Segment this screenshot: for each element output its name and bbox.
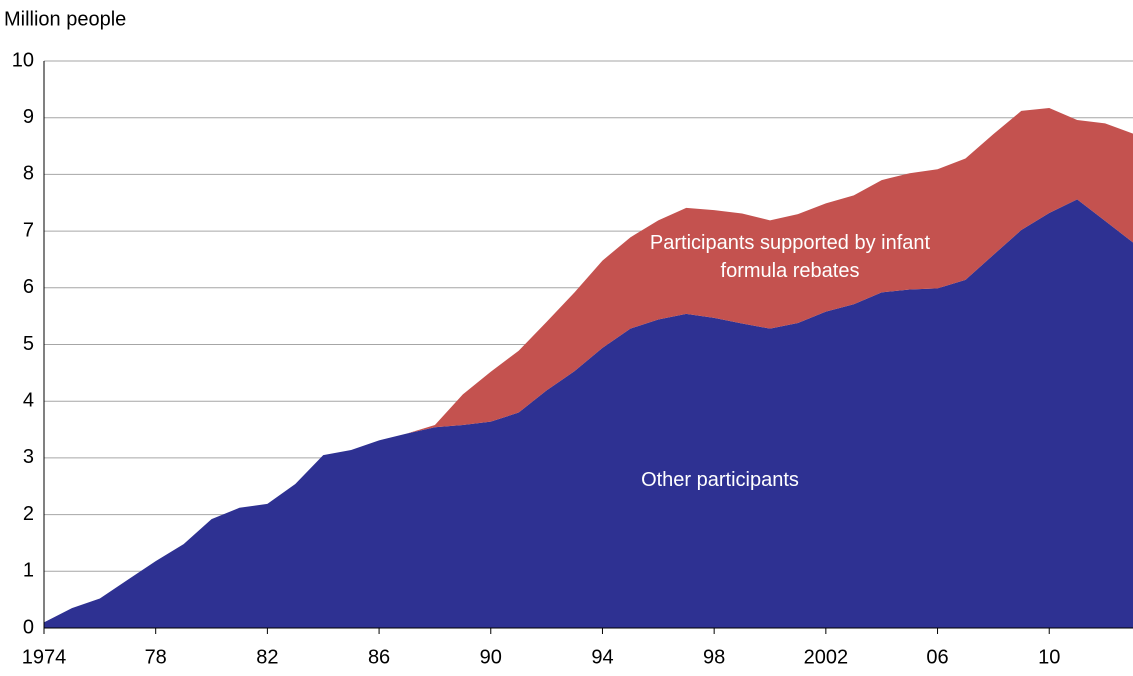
y-axis-label: Million people [4,8,126,30]
x-tick-label: 10 [1038,646,1060,668]
area [44,108,1133,623]
y-tick-label: 3 [23,446,34,468]
y-tick-label: 10 [12,49,34,71]
x-tick-label: 94 [591,646,613,668]
x-tick-label: 2002 [804,646,849,668]
y-tick-label: 9 [23,106,34,128]
series-label: Other participants [641,469,799,491]
x-tick-label: 78 [145,646,167,668]
y-tick-label: 7 [23,219,34,241]
x-tick-label: 1974 [22,646,67,668]
area [44,199,1133,628]
x-tick-label: 82 [256,646,278,668]
y-tick-label: 1 [23,560,34,582]
y-tick-label: 8 [23,163,34,185]
y-tick-label: 5 [23,333,34,355]
x-tick-label: 90 [480,646,502,668]
y-tick-label: 0 [23,616,34,638]
y-tick-label: 2 [23,503,34,525]
x-tick-label: 86 [368,646,390,668]
x-tick-label: 98 [703,646,725,668]
y-tick-label: 6 [23,276,34,298]
y-tick-label: 4 [23,389,34,411]
series-label: Participants supported by infant formula… [649,232,931,282]
x-tick-label: 06 [926,646,948,668]
